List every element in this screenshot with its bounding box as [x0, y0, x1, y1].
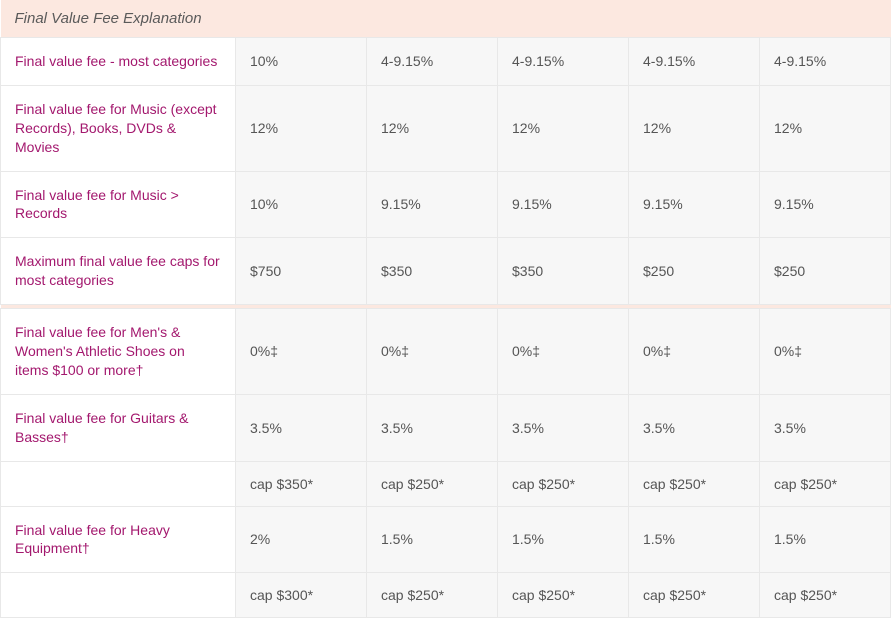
cell: cap $250* [498, 461, 629, 506]
cell: 12% [498, 85, 629, 171]
row-label: Final value fee for Heavy Equipment† [1, 506, 236, 573]
cell: 9.15% [629, 171, 760, 238]
cell: 1.5% [498, 506, 629, 573]
cell: 12% [629, 85, 760, 171]
row-label: Final value fee for Music (except Record… [1, 85, 236, 171]
cell: cap $350* [236, 461, 367, 506]
table-row: cap $350* cap $250* cap $250* cap $250* … [1, 461, 891, 506]
table-row: Final value fee - most categories 10% 4-… [1, 38, 891, 86]
cell: $750 [236, 238, 367, 305]
table-row: Final value fee for Men's & Women's Athl… [1, 309, 891, 395]
table-row: Final value fee for Heavy Equipment† 2% … [1, 506, 891, 573]
cell: 4-9.15% [760, 38, 891, 86]
cell: 4-9.15% [367, 38, 498, 86]
cell: cap $250* [629, 461, 760, 506]
cell: $350 [498, 238, 629, 305]
fee-table: Final Value Fee Explanation Final value … [0, 0, 891, 618]
row-label: Final value fee for Guitars & Basses† [1, 394, 236, 461]
cell: 4-9.15% [629, 38, 760, 86]
table-row: Final value fee for Music > Records 10% … [1, 171, 891, 238]
cell: $250 [629, 238, 760, 305]
cell: 4-9.15% [498, 38, 629, 86]
cell: 12% [236, 85, 367, 171]
cell: 0%‡ [236, 309, 367, 395]
cell: 3.5% [498, 394, 629, 461]
row-label: Final value fee - most categories [1, 38, 236, 86]
cell: 1.5% [760, 506, 891, 573]
cell: 10% [236, 171, 367, 238]
row-label: Final value fee for Music > Records [1, 171, 236, 238]
cell: 0%‡ [498, 309, 629, 395]
row-label [1, 461, 236, 506]
cell: cap $250* [629, 573, 760, 618]
table-title: Final Value Fee Explanation [1, 0, 891, 38]
cell: $250 [760, 238, 891, 305]
cell: cap $250* [760, 461, 891, 506]
cell: 3.5% [629, 394, 760, 461]
cell: 10% [236, 38, 367, 86]
cell: cap $250* [367, 573, 498, 618]
cell: 12% [367, 85, 498, 171]
table-header-row: Final Value Fee Explanation [1, 0, 891, 38]
table-row: Final value fee for Guitars & Basses† 3.… [1, 394, 891, 461]
cell: 0%‡ [367, 309, 498, 395]
cell: 9.15% [760, 171, 891, 238]
row-label [1, 573, 236, 618]
cell: 1.5% [629, 506, 760, 573]
cell: 9.15% [367, 171, 498, 238]
cell: $350 [367, 238, 498, 305]
cell: 3.5% [236, 394, 367, 461]
cell: 2% [236, 506, 367, 573]
table-row: Final value fee for Music (except Record… [1, 85, 891, 171]
table-row: cap $300* cap $250* cap $250* cap $250* … [1, 573, 891, 618]
cell: 0%‡ [760, 309, 891, 395]
cell: cap $250* [498, 573, 629, 618]
cell: 0%‡ [629, 309, 760, 395]
cell: 3.5% [367, 394, 498, 461]
table-row: Maximum final value fee caps for most ca… [1, 238, 891, 305]
row-label: Maximum final value fee caps for most ca… [1, 238, 236, 305]
cell: 1.5% [367, 506, 498, 573]
cell: cap $250* [760, 573, 891, 618]
cell: 3.5% [760, 394, 891, 461]
cell: cap $300* [236, 573, 367, 618]
row-label: Final value fee for Men's & Women's Athl… [1, 309, 236, 395]
cell: 9.15% [498, 171, 629, 238]
cell: cap $250* [367, 461, 498, 506]
cell: 12% [760, 85, 891, 171]
